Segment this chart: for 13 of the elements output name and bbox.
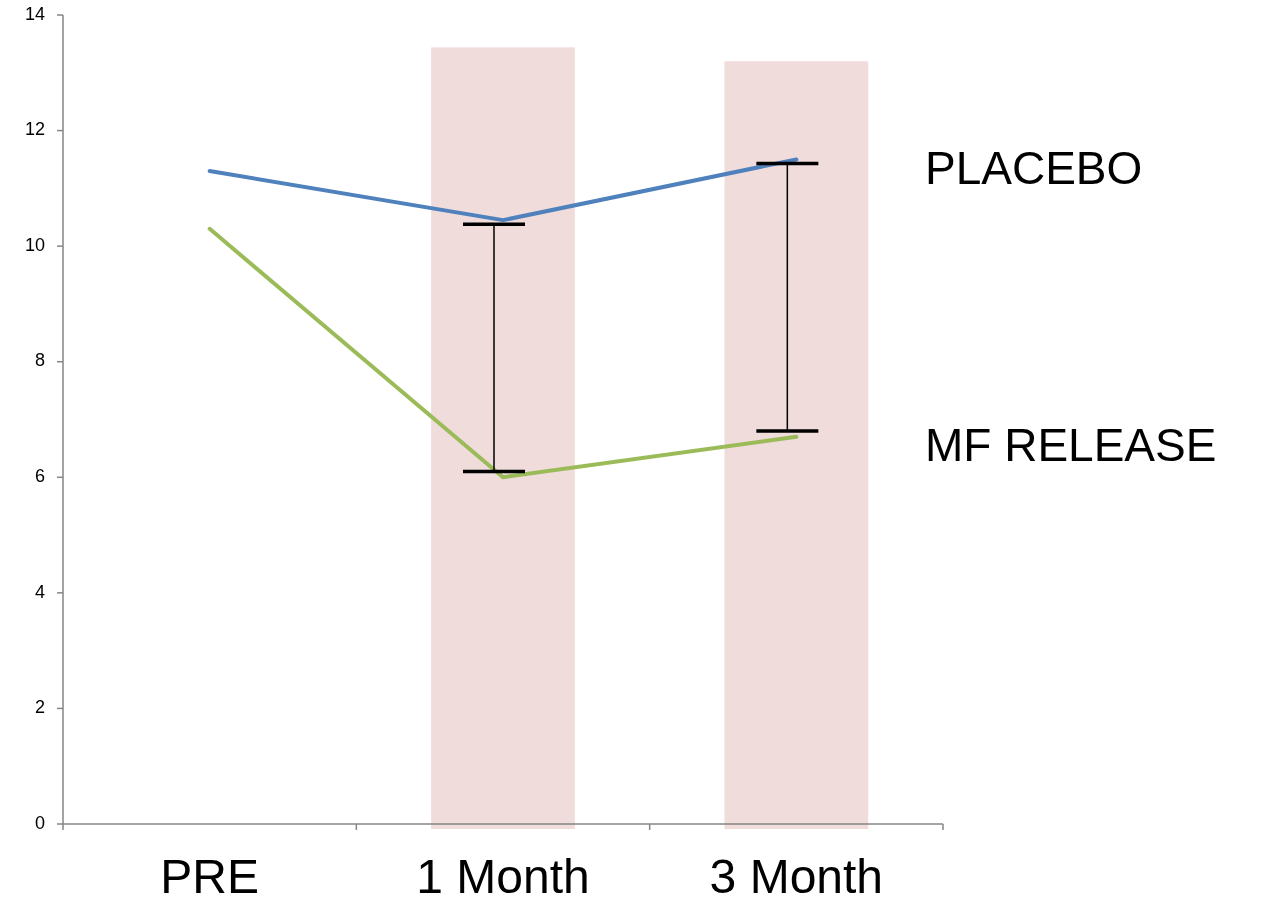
y-tick-label: 12 (24, 119, 45, 140)
y-tick-label: 0 (34, 812, 45, 833)
x-tick-label: PRE (160, 850, 260, 898)
y-tick-label: 6 (34, 466, 45, 487)
text: PLACEBO (925, 141, 1143, 194)
y-tick-label: 4 (34, 581, 45, 602)
x-tick-label: 1 Month (416, 850, 590, 898)
y-tick-label: 14 (24, 3, 45, 24)
y-tick-label: 10 (24, 234, 45, 255)
x-tick-label: 3 Month (709, 850, 884, 898)
text: MF RELEASE (925, 418, 1217, 471)
y-tick-label: 8 (34, 350, 45, 371)
y-tick-label: 2 (34, 697, 45, 718)
